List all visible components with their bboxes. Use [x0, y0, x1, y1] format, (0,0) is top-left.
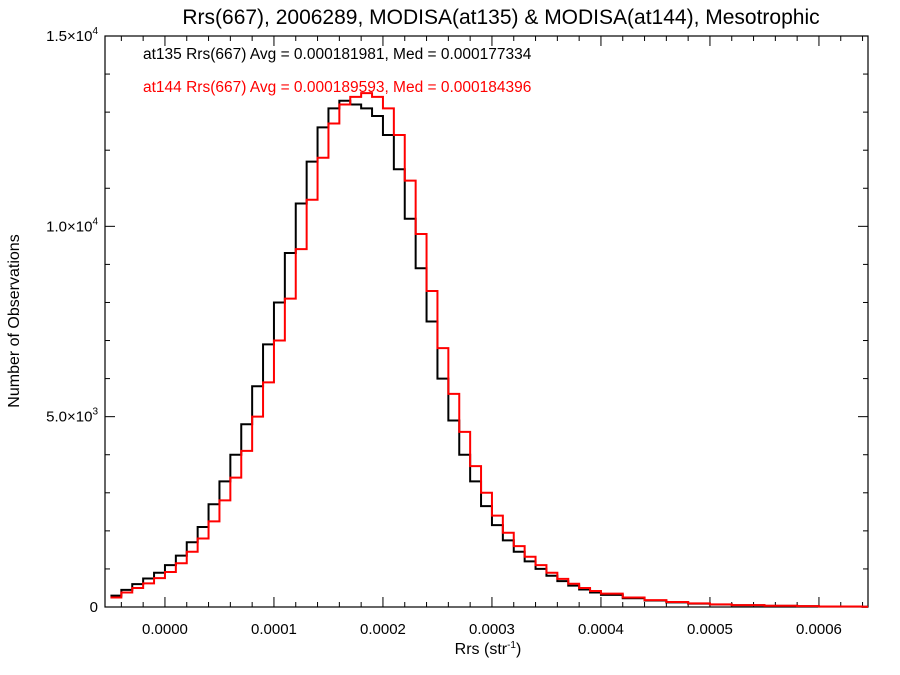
legend-entry-at135: at135 Rrs(667) Avg = 0.000181981, Med = … [143, 46, 532, 63]
x-axis-label-close: ) [516, 641, 521, 658]
x-tick-label: 0.0001 [251, 621, 297, 638]
x-axis-label-unit-exp: -1 [507, 640, 516, 651]
x-axis-ticks: 0.0000 0.0001 0.0002 0.0003 0.0004 0.0005 0.00… [120, 36, 864, 638]
y-tick-label: 1.5×104 [46, 26, 98, 45]
legend-entry-at144: at144 Rrs(667) Avg = 0.000189593, Med = … [143, 79, 531, 96]
y-tick-label: 5.0×103 [46, 407, 98, 426]
x-axis-label: Rrs (str-1) [455, 640, 522, 658]
x-axis-label-text: Rrs (str [455, 641, 508, 658]
y-tick-label: 1.0×104 [46, 216, 98, 235]
y-tick-label-exp: 4 [92, 26, 98, 37]
series-layer [110, 92, 868, 608]
x-tick-label: 0.0000 [142, 621, 188, 638]
chart-title: Rrs(667), 2006289, MODISA(at135) & MODIS… [182, 6, 819, 29]
y-tick-label-exp: 3 [92, 407, 98, 418]
y-axis-label: Number of Observations [6, 234, 23, 407]
plot-frame [104, 35, 869, 608]
y-tick-label-base: 1.0×10 [46, 218, 92, 235]
y-tick-label-exp: 4 [92, 216, 98, 227]
y-tick-label-base: 1.5×10 [46, 28, 92, 45]
x-tick-label: 0.0005 [687, 621, 733, 638]
x-tick-label: 0.0006 [796, 621, 842, 638]
x-tick-label: 0.0002 [360, 621, 406, 638]
series-line-at144 [110, 92, 868, 608]
y-tick-label-base: 0 [90, 599, 98, 616]
y-tick-label-base: 5.0×10 [46, 409, 92, 426]
y-tick-label: 0 [90, 599, 98, 616]
series-line-at135 [110, 99, 868, 608]
x-tick-label: 0.0003 [469, 621, 515, 638]
x-tick-label: 0.0004 [578, 621, 624, 638]
